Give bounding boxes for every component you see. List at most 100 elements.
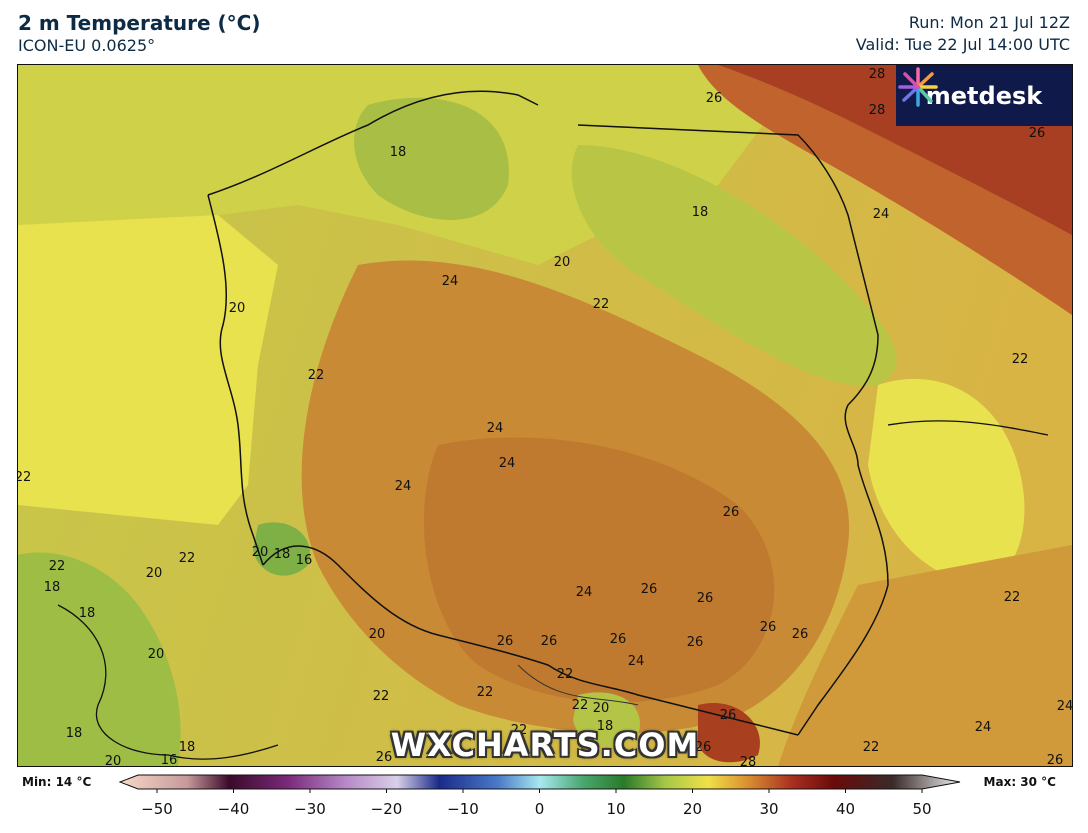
map-canvas: 1818202224202224242426242226282826222218… xyxy=(18,65,1072,766)
contour-label: 24 xyxy=(628,654,645,669)
contour-labels: 1818202224202224242426242226282826222218… xyxy=(18,67,1072,766)
contour-label: 20 xyxy=(105,754,122,766)
colorbar-tick-label: −20 xyxy=(371,800,403,818)
map-title: 2 m Temperature (°C) xyxy=(18,11,261,35)
contour-label: 20 xyxy=(369,627,386,642)
contour-label: 26 xyxy=(497,634,514,649)
contour-label: 20 xyxy=(229,301,246,316)
run-label: Run: Mon 21 Jul 12Z xyxy=(908,13,1070,32)
contour-label: 22 xyxy=(511,723,528,738)
contour-label: 16 xyxy=(161,753,178,766)
contour-label: 18 xyxy=(44,580,61,595)
colorbar: Min: 14 °C Max: 30 °C xyxy=(0,768,1088,833)
temp-zone-cool-pomerania xyxy=(354,97,509,220)
contour-label: 26 xyxy=(706,91,723,106)
contour-label: 24 xyxy=(873,207,890,222)
temp-zone-sudetes-cool xyxy=(253,522,310,576)
contour-label: 22 xyxy=(1004,590,1021,605)
metdesk-burst-icon xyxy=(898,67,938,107)
contour-label: 22 xyxy=(557,667,574,682)
contour-label: 20 xyxy=(593,701,610,716)
contour-label: 18 xyxy=(66,726,83,741)
colorbar-tick-label: 0 xyxy=(535,800,545,818)
contour-label: 22 xyxy=(477,685,494,700)
contour-label: 24 xyxy=(442,274,459,289)
colorbar-tick-label: −10 xyxy=(447,800,479,818)
contour-label: 26 xyxy=(541,634,558,649)
contour-label: 28 xyxy=(869,103,886,118)
contour-label: 24 xyxy=(395,479,412,494)
contour-label: 24 xyxy=(975,720,992,735)
contour-label: 22 xyxy=(572,698,589,713)
header-right: Run: Mon 21 Jul 12Z Valid: Tue 22 Jul 14… xyxy=(856,12,1070,56)
temp-zone-central-hot xyxy=(423,437,775,703)
contour-label: 26 xyxy=(792,627,809,642)
contour-label: 28 xyxy=(869,67,886,82)
colorbar-tick-label: 30 xyxy=(759,800,778,818)
metdesk-logo: metdesk xyxy=(896,65,1072,126)
contour-label: 18 xyxy=(179,740,196,755)
contour-label: 22 xyxy=(179,551,196,566)
colorbar-tick-label: 40 xyxy=(836,800,855,818)
contour-label: 26 xyxy=(376,750,393,765)
contour-label: 22 xyxy=(308,368,325,383)
contour-label: 22 xyxy=(863,740,880,755)
border-west xyxy=(207,194,264,566)
border-belarus xyxy=(887,420,1049,436)
colorbar-ticks: −50 −40 −30 −20 −10 0 10 20 30 40 50 xyxy=(141,789,932,818)
header-left: 2 m Temperature (°C) ICON-EU 0.0625° xyxy=(18,10,260,56)
border-south xyxy=(262,545,799,736)
min-temp-label: Min: 14 °C xyxy=(22,775,92,789)
contour-label: 22 xyxy=(18,470,31,485)
contour-label: 24 xyxy=(487,421,504,436)
contour-label: 26 xyxy=(720,708,737,723)
contour-label: 28 xyxy=(740,755,757,766)
colorbar-tick-label: −30 xyxy=(294,800,326,818)
contour-label: 26 xyxy=(1047,753,1064,766)
contour-label: 24 xyxy=(1057,699,1072,714)
contour-label: 18 xyxy=(597,719,614,734)
contour-label: 26 xyxy=(610,632,627,647)
contour-label: 18 xyxy=(274,547,291,562)
contour-label: 24 xyxy=(499,456,516,471)
temp-zone-southeast xyxy=(778,545,1072,766)
colorbar-svg: −50 −40 −30 −20 −10 0 10 20 30 40 50 xyxy=(118,774,961,818)
contour-label: 20 xyxy=(146,566,163,581)
contour-label: 22 xyxy=(49,559,66,574)
border-east xyxy=(577,124,889,736)
contour-label: 22 xyxy=(1012,352,1029,367)
contour-label: 26 xyxy=(723,505,740,520)
valid-label: Valid: Tue 22 Jul 14:00 UTC xyxy=(855,35,1070,54)
colorbar-tick-label: 20 xyxy=(683,800,702,818)
contour-label: 26 xyxy=(687,635,704,650)
temp-zone-tatra-cool xyxy=(573,692,640,746)
contour-label: 26 xyxy=(697,591,714,606)
metdesk-logo-text: metdesk xyxy=(925,81,1043,110)
contour-label: 26 xyxy=(641,582,658,597)
temp-zone-south-hot xyxy=(698,703,760,763)
contour-label: 16 xyxy=(296,553,313,568)
contour-label: 26 xyxy=(695,740,712,755)
temperature-map: 1818202224202224242426242226282826222218… xyxy=(17,64,1073,767)
border-czech xyxy=(57,604,279,760)
wxcharts-watermark: WXCHARTS.COM xyxy=(390,726,700,764)
contour-label: 18 xyxy=(79,606,96,621)
coastline-north xyxy=(207,90,539,196)
temp-zone-east xyxy=(868,378,1025,585)
model-label: ICON-EU 0.0625° xyxy=(18,36,156,55)
border-slovakia xyxy=(517,664,639,706)
colorbar-gradient xyxy=(118,774,961,790)
max-temp-label: Max: 30 °C xyxy=(983,775,1056,789)
contour-label: 26 xyxy=(1029,126,1046,141)
colorbar-tick-label: 10 xyxy=(606,800,625,818)
contour-label: 22 xyxy=(593,297,610,312)
temp-zone-west xyxy=(18,215,278,525)
colorbar-tick-label: −40 xyxy=(218,800,250,818)
contour-label: 24 xyxy=(576,585,593,600)
contour-label: 18 xyxy=(692,205,709,220)
contour-label: 20 xyxy=(554,255,571,270)
contour-label: 26 xyxy=(760,620,777,635)
contour-label: 22 xyxy=(373,689,390,704)
contour-label: 20 xyxy=(148,647,165,662)
contour-label: 20 xyxy=(252,545,269,560)
